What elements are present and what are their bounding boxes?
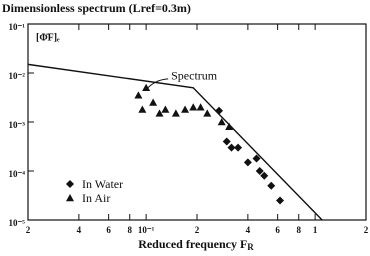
x-tick-label: 10⁻¹ [138, 225, 155, 235]
y-tick-label: 10⁻³ [9, 120, 26, 130]
x-tick-label: 4 [246, 225, 251, 235]
x-tick-label: 8 [296, 225, 301, 235]
point [181, 105, 190, 113]
y-tick-label: 10⁻² [9, 71, 26, 81]
y-axis-label: [Φ̄F]ₑ [36, 32, 60, 43]
x-tick-label: 2 [26, 225, 31, 235]
point [252, 154, 261, 163]
legend-marker [66, 194, 74, 202]
spectrum-line [27, 63, 323, 221]
point [171, 109, 180, 117]
point [215, 106, 224, 115]
point [227, 143, 236, 152]
y-tick-label: 10⁻¹ [9, 22, 26, 32]
x-tick-label: 6 [106, 225, 111, 235]
x-axis-label: Reduced frequency FR [138, 237, 254, 252]
point [134, 91, 143, 99]
x-tick-label: 2 [364, 225, 369, 235]
point [276, 196, 285, 205]
x-tick-label: 2 [195, 225, 200, 235]
x-label-subscript: R [247, 242, 254, 252]
legend-label: In Water [82, 177, 123, 191]
legend-label: In Air [82, 191, 110, 205]
x-tick-label: 8 [127, 225, 132, 235]
point [267, 181, 276, 190]
legend-marker [66, 180, 74, 188]
chart-title: Dimensionless spectrum (Lref=0.3m) [2, 1, 191, 15]
point [138, 105, 147, 113]
point [217, 118, 226, 126]
x-tick-label: 4 [77, 225, 82, 235]
point [260, 171, 269, 180]
y-tick-label: 10⁻⁵ [9, 218, 26, 228]
x-tick-label: 6 [275, 225, 280, 235]
point [225, 122, 234, 130]
point [222, 137, 231, 146]
plot-frame [27, 23, 367, 221]
point [142, 83, 151, 91]
point [243, 158, 252, 167]
point [203, 109, 212, 117]
x-tick-label: 1 [313, 225, 318, 235]
y-tick-label: 10⁻⁴ [9, 169, 26, 179]
point [255, 167, 264, 175]
annotation: Spectrum [171, 69, 218, 83]
point [161, 105, 170, 113]
point [189, 103, 198, 111]
point [155, 109, 164, 117]
point [234, 143, 243, 152]
point [196, 103, 205, 111]
x-label-main: Reduced frequency F [138, 237, 247, 251]
point [149, 98, 158, 106]
